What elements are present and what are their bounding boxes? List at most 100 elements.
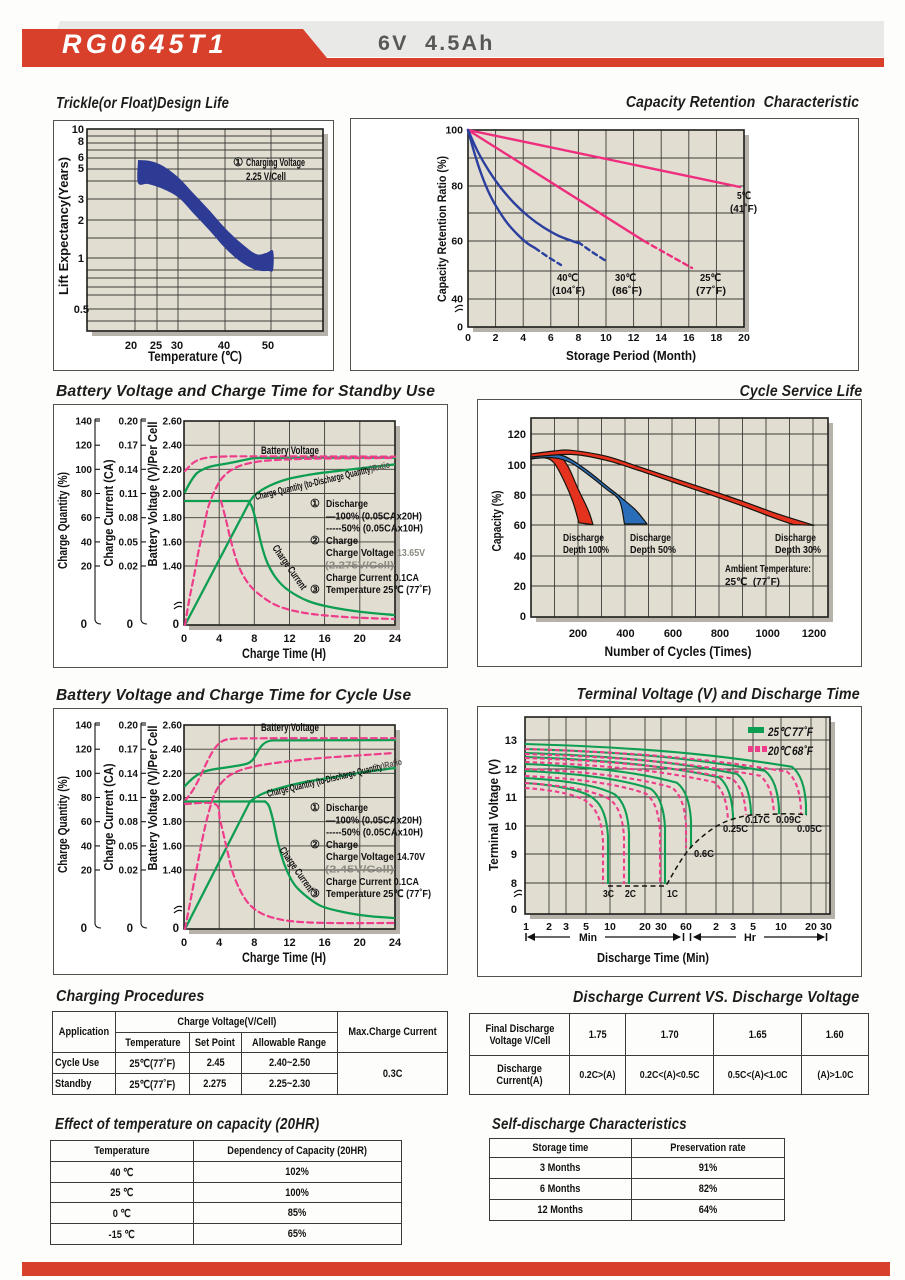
svg-text:0: 0 [181, 633, 187, 645]
svg-text:2.40: 2.40 [163, 441, 183, 452]
svg-text:Hr: Hr [744, 932, 757, 944]
svg-text:80: 80 [451, 181, 463, 193]
svg-text:0.02: 0.02 [119, 562, 139, 573]
svg-text:100: 100 [75, 769, 92, 780]
svg-text:Depth 50%: Depth 50% [630, 545, 676, 556]
svg-text:140: 140 [75, 417, 92, 428]
svg-text:1.80: 1.80 [163, 817, 183, 828]
svg-text:10: 10 [604, 921, 616, 933]
svg-text:13.65V: 13.65V [397, 547, 425, 559]
svg-text:0.20: 0.20 [119, 721, 139, 732]
svg-text:0: 0 [81, 923, 87, 935]
svg-text:Charge: Charge [326, 535, 358, 547]
svg-text:(86˚F): (86˚F) [612, 285, 642, 297]
svg-text:0: 0 [511, 904, 517, 916]
svg-text:25℃: 25℃ [700, 272, 721, 284]
svg-text:2C: 2C [625, 889, 636, 900]
svg-text:)Ratio: )Ratio [369, 459, 391, 473]
svg-text:Discharge: Discharge [775, 533, 816, 544]
svg-text:2.60: 2.60 [163, 721, 183, 732]
svg-text:2.20: 2.20 [163, 769, 183, 780]
svg-text:0: 0 [465, 332, 471, 344]
svg-text:0.08: 0.08 [119, 513, 139, 524]
svg-text:1C: 1C [667, 889, 678, 900]
svg-text:1.60: 1.60 [163, 841, 183, 852]
svg-text:0.02: 0.02 [119, 866, 139, 877]
svg-text:120: 120 [508, 429, 526, 441]
svg-text:30: 30 [655, 921, 667, 933]
svg-text:2.40: 2.40 [163, 745, 183, 756]
svg-text:16: 16 [319, 937, 331, 949]
svg-text:4: 4 [520, 332, 526, 344]
svg-text:Min: Min [579, 932, 597, 944]
svg-text:6: 6 [78, 152, 84, 164]
svg-text:②: ② [310, 839, 320, 851]
svg-text:Number of Cycles (Times): Number of Cycles (Times) [605, 644, 752, 659]
svg-text:①: ① [310, 802, 320, 814]
svg-text:Charge Current 0.1CA: Charge Current 0.1CA [326, 876, 419, 888]
svg-text:③: ③ [310, 584, 320, 596]
svg-text:Terminal Voltage (V): Terminal Voltage (V) [487, 759, 501, 871]
svg-text:Charge Time (H): Charge Time (H) [242, 950, 326, 965]
svg-text:4: 4 [216, 937, 223, 949]
svg-text:20: 20 [354, 633, 366, 645]
svg-text:68˚F: 68˚F [792, 744, 814, 758]
svg-text:Storage Period (Month): Storage Period (Month) [566, 348, 696, 363]
svg-text:0.17: 0.17 [119, 745, 139, 756]
svg-text:77˚F: 77˚F [792, 725, 814, 739]
svg-text:24: 24 [389, 633, 402, 645]
svg-text:Charge Current (CA): Charge Current (CA) [101, 460, 116, 567]
svg-text:Charge Voltage: Charge Voltage [326, 851, 394, 863]
svg-text:200: 200 [569, 628, 587, 640]
svg-text:Battery Voltage: Battery Voltage [261, 722, 319, 734]
svg-text:0.05: 0.05 [119, 537, 139, 548]
svg-text:-----50% (0.05CAx10H): -----50% (0.05CAx10H) [326, 827, 423, 839]
svg-text:13: 13 [505, 735, 517, 747]
svg-text:0.20: 0.20 [119, 417, 139, 428]
svg-text:Charging Voltage: Charging Voltage [246, 157, 305, 169]
svg-text:Battery Voltage (V)/Per Cell: Battery Voltage (V)/Per Cell [145, 726, 160, 871]
svg-text:0.17C: 0.17C [745, 815, 770, 826]
svg-text:25: 25 [150, 340, 162, 352]
svg-text:5℃: 5℃ [737, 190, 751, 202]
svg-text:20: 20 [639, 921, 651, 933]
svg-text:Depth 30%: Depth 30% [775, 545, 821, 556]
svg-text:600: 600 [664, 628, 682, 640]
svg-text:Charge Quantity (%): Charge Quantity (%) [55, 776, 70, 873]
svg-text:)Ratio: )Ratio [381, 756, 403, 770]
svg-text:0: 0 [181, 937, 187, 949]
svg-text:50: 50 [262, 340, 274, 352]
svg-text:40: 40 [451, 294, 463, 306]
svg-text:18: 18 [711, 332, 723, 344]
svg-text:2.20: 2.20 [163, 465, 183, 476]
svg-text:400: 400 [616, 628, 634, 640]
svg-text:Discharge: Discharge [630, 533, 671, 544]
svg-text:1000: 1000 [755, 628, 779, 640]
svg-text:100: 100 [508, 460, 526, 472]
svg-text:20: 20 [354, 937, 366, 949]
svg-text:12: 12 [505, 764, 517, 776]
svg-text:0.05: 0.05 [119, 841, 139, 852]
svg-text:Battery Voltage: Battery Voltage [261, 445, 319, 457]
svg-text:5: 5 [583, 921, 589, 933]
svg-text:Charge Quantity (%): Charge Quantity (%) [55, 472, 70, 569]
svg-text:30℃: 30℃ [615, 272, 636, 284]
svg-text:Discharge: Discharge [326, 802, 368, 814]
svg-text:800: 800 [711, 628, 729, 640]
svg-text:12: 12 [628, 332, 640, 344]
svg-text:40: 40 [218, 340, 230, 352]
svg-text:80: 80 [81, 489, 93, 500]
svg-text:Discharge: Discharge [326, 498, 368, 510]
svg-text:20℃: 20℃ [767, 744, 791, 758]
svg-text:3: 3 [78, 194, 84, 206]
svg-text:2.25 V/Cell: 2.25 V/Cell [246, 171, 286, 183]
svg-text:(104˚F): (104˚F) [552, 285, 585, 297]
svg-text:Temperature 25℃ (77˚F): Temperature 25℃ (77˚F) [326, 584, 431, 596]
svg-text:16: 16 [319, 633, 331, 645]
svg-text:3: 3 [563, 921, 569, 933]
svg-text:120: 120 [75, 745, 92, 756]
svg-text:25℃: 25℃ [767, 725, 791, 739]
svg-text:0.11: 0.11 [119, 793, 138, 804]
svg-text:1.40: 1.40 [163, 866, 183, 877]
svg-text:10: 10 [505, 821, 517, 833]
